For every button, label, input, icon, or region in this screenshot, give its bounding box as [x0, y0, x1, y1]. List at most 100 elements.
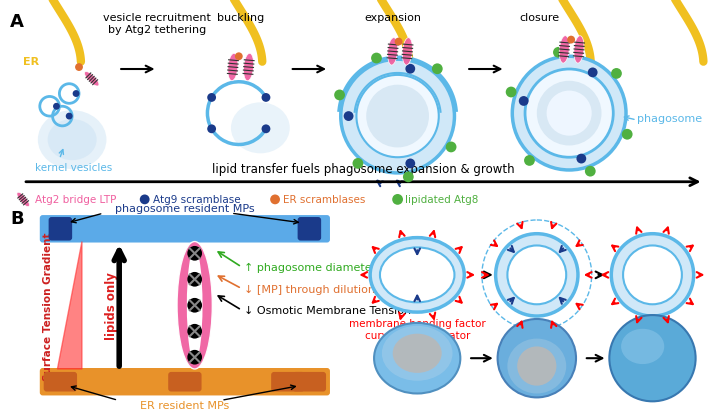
Text: kernel vesicles: kernel vesicles — [35, 163, 112, 173]
Circle shape — [53, 104, 60, 110]
Ellipse shape — [621, 329, 664, 364]
Circle shape — [187, 298, 202, 313]
Circle shape — [405, 159, 415, 169]
Text: ↑ phagosome diameter: ↑ phagosome diameter — [244, 262, 376, 273]
Ellipse shape — [393, 334, 442, 373]
Ellipse shape — [402, 38, 412, 66]
Ellipse shape — [374, 323, 461, 394]
Text: sphere: sphere — [629, 268, 676, 282]
FancyBboxPatch shape — [292, 372, 326, 392]
Text: Surface Tension Gradient: Surface Tension Gradient — [43, 231, 53, 380]
Text: lipids only: lipids only — [105, 272, 118, 339]
Text: phagosome: phagosome — [637, 114, 702, 124]
Circle shape — [334, 90, 345, 101]
Text: lipid transfer fuels phagosome expansion & growth: lipid transfer fuels phagosome expansion… — [212, 162, 515, 176]
FancyBboxPatch shape — [271, 372, 305, 392]
Circle shape — [536, 82, 601, 146]
Circle shape — [261, 125, 270, 134]
Circle shape — [261, 94, 270, 102]
Polygon shape — [58, 242, 82, 369]
Circle shape — [73, 91, 79, 98]
Circle shape — [187, 272, 202, 287]
Ellipse shape — [177, 242, 212, 369]
Text: buckling: buckling — [217, 13, 264, 23]
Text: A: A — [10, 13, 25, 31]
Circle shape — [235, 53, 243, 61]
Text: expansion: expansion — [364, 13, 421, 23]
FancyBboxPatch shape — [168, 372, 201, 392]
Circle shape — [513, 57, 626, 171]
Circle shape — [187, 247, 202, 261]
Circle shape — [519, 97, 529, 107]
Ellipse shape — [84, 72, 99, 87]
Ellipse shape — [560, 37, 569, 64]
Circle shape — [187, 350, 202, 365]
Circle shape — [553, 48, 564, 59]
Circle shape — [403, 172, 414, 183]
Ellipse shape — [187, 249, 203, 362]
Circle shape — [525, 70, 613, 158]
Circle shape — [371, 54, 382, 64]
Circle shape — [567, 37, 575, 45]
Ellipse shape — [382, 326, 453, 381]
Ellipse shape — [370, 238, 464, 312]
Circle shape — [576, 154, 586, 164]
Circle shape — [622, 130, 632, 140]
Text: ↓ Osmotic Membrane Tension: ↓ Osmotic Membrane Tension — [244, 306, 411, 316]
Text: Atg2 bridge LTP: Atg2 bridge LTP — [35, 195, 116, 205]
Text: vesicle recruitment
by Atg2 tethering: vesicle recruitment by Atg2 tethering — [103, 13, 212, 35]
Text: membrane bending factor
curvature generator: membrane bending factor curvature genera… — [349, 318, 486, 340]
Ellipse shape — [243, 54, 253, 81]
Text: B: B — [10, 210, 24, 228]
Text: phagosome resident MPs: phagosome resident MPs — [115, 204, 255, 214]
Circle shape — [445, 142, 456, 153]
Circle shape — [366, 85, 429, 148]
Circle shape — [352, 159, 363, 169]
Circle shape — [495, 234, 578, 316]
Circle shape — [341, 60, 454, 173]
Ellipse shape — [38, 111, 106, 170]
Circle shape — [508, 246, 566, 304]
FancyBboxPatch shape — [40, 368, 330, 396]
Circle shape — [585, 166, 596, 177]
Text: Atg9 scramblase: Atg9 scramblase — [152, 195, 240, 205]
Circle shape — [207, 94, 216, 102]
Circle shape — [405, 65, 415, 74]
Circle shape — [611, 69, 622, 80]
Text: ↓ [MP] through dilution: ↓ [MP] through dilution — [244, 284, 375, 294]
Circle shape — [588, 68, 598, 78]
Circle shape — [75, 64, 83, 72]
Circle shape — [344, 112, 354, 122]
FancyBboxPatch shape — [297, 218, 321, 241]
Ellipse shape — [508, 339, 566, 394]
FancyBboxPatch shape — [44, 372, 77, 392]
FancyBboxPatch shape — [48, 218, 72, 241]
Circle shape — [270, 195, 280, 205]
Circle shape — [524, 156, 535, 166]
Circle shape — [612, 234, 694, 316]
Circle shape — [140, 195, 149, 205]
Text: ER resident MPs: ER resident MPs — [140, 400, 230, 411]
FancyBboxPatch shape — [40, 216, 330, 243]
Text: ER: ER — [23, 57, 39, 67]
Circle shape — [609, 315, 695, 401]
Ellipse shape — [388, 38, 398, 66]
Text: ER scramblases: ER scramblases — [283, 195, 365, 205]
Ellipse shape — [17, 193, 30, 207]
Text: disk: disk — [403, 268, 431, 282]
Circle shape — [432, 64, 443, 75]
Ellipse shape — [574, 37, 584, 64]
Text: lipidated Atg8: lipidated Atg8 — [406, 195, 479, 205]
Circle shape — [623, 246, 682, 304]
Circle shape — [187, 324, 202, 339]
Ellipse shape — [48, 120, 97, 161]
Circle shape — [392, 195, 403, 205]
Circle shape — [207, 125, 216, 134]
Text: cup: cup — [524, 268, 549, 282]
Circle shape — [497, 319, 576, 397]
Ellipse shape — [231, 103, 290, 154]
Circle shape — [547, 91, 592, 136]
Ellipse shape — [380, 248, 454, 303]
Circle shape — [66, 113, 73, 120]
Circle shape — [505, 88, 516, 98]
